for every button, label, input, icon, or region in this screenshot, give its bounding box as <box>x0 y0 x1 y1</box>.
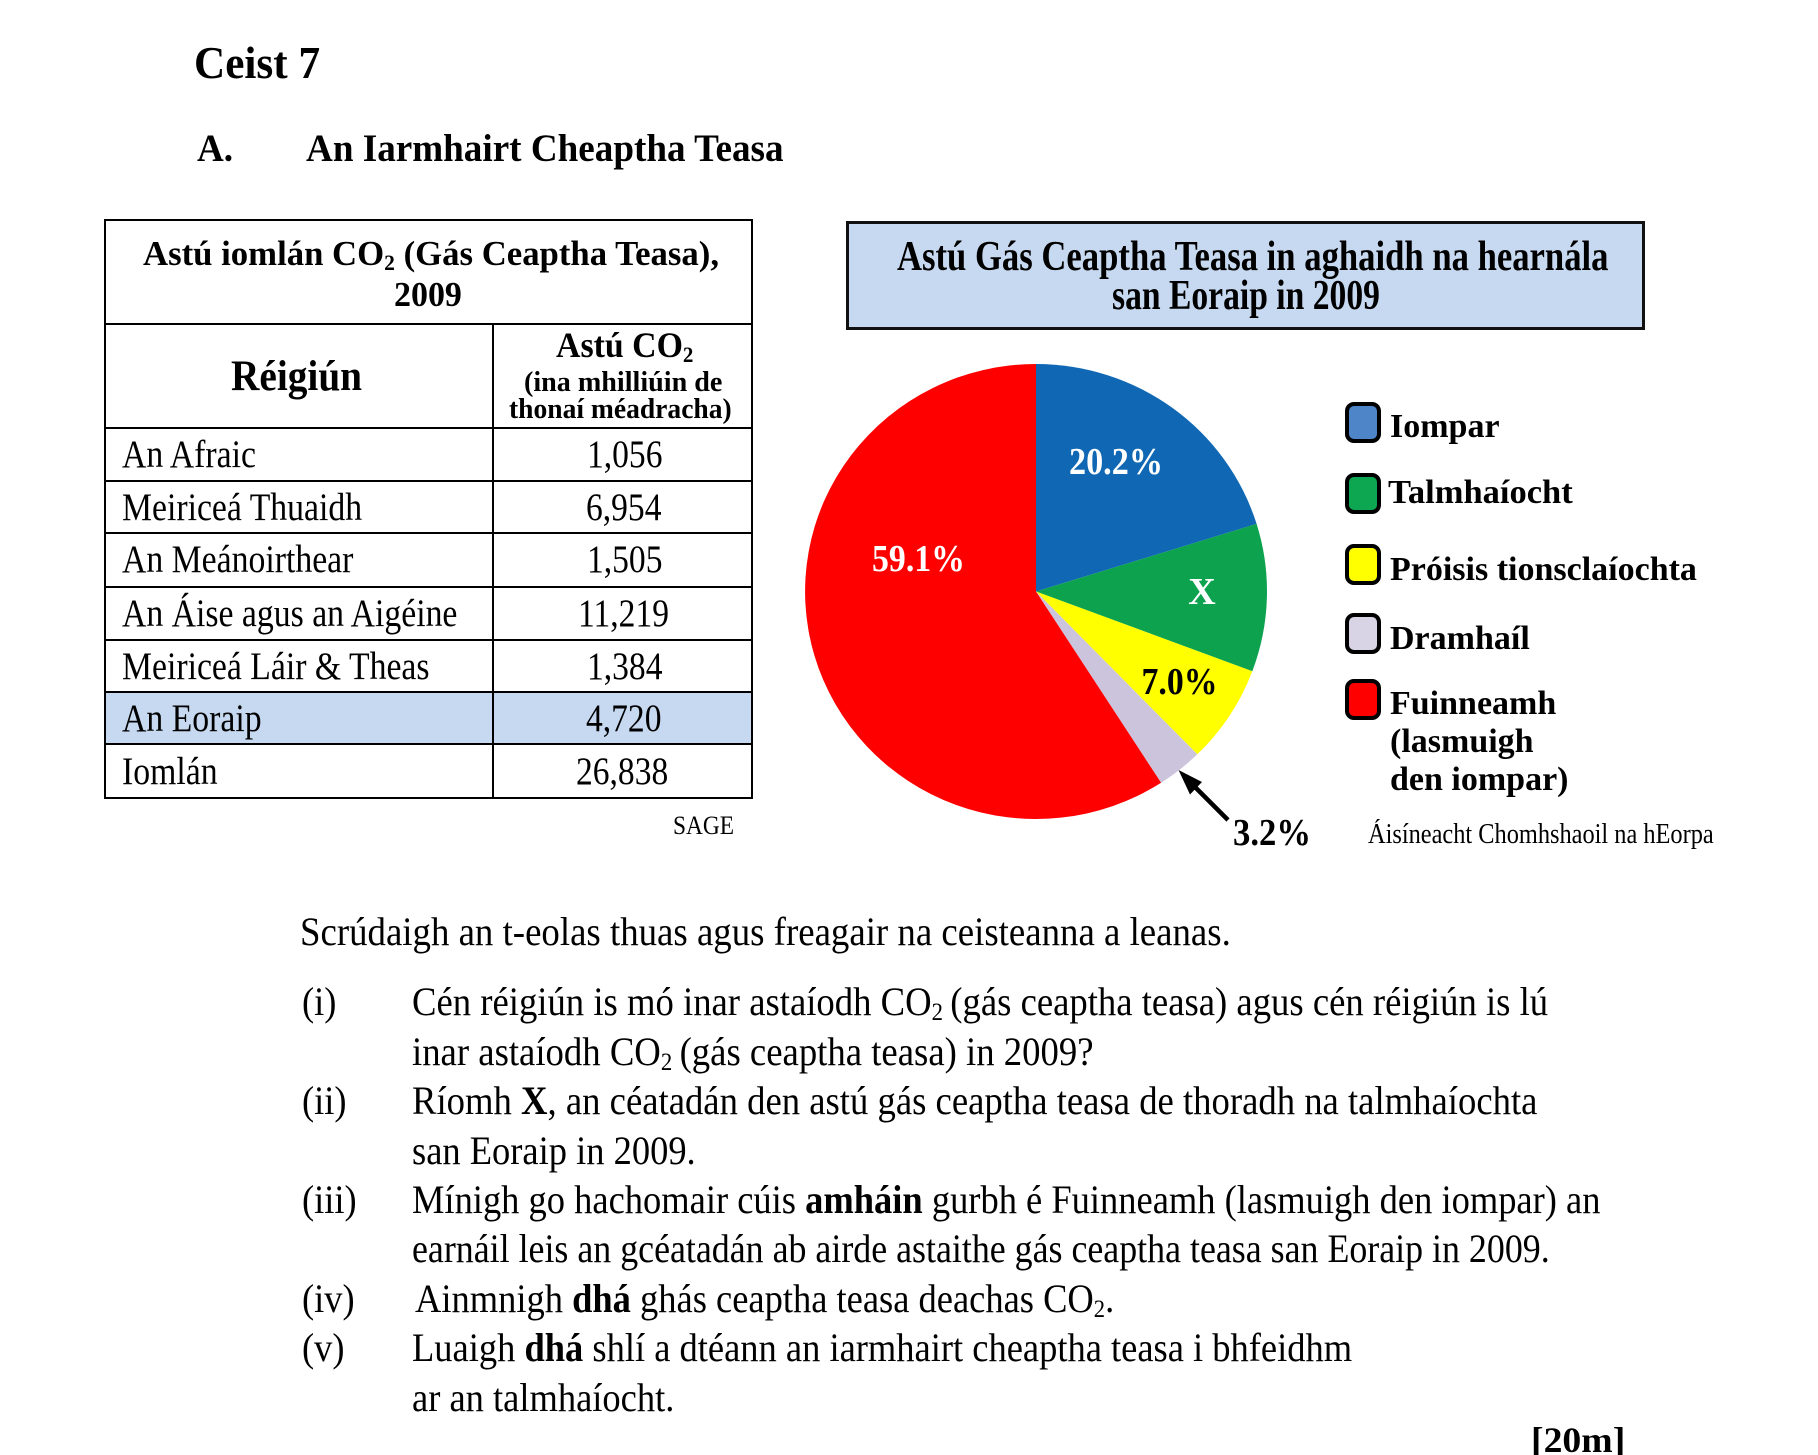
svg-text:20.2%: 20.2% <box>1069 441 1163 483</box>
svg-text:X: X <box>1188 571 1215 613</box>
svg-text:3.2%: 3.2% <box>1233 812 1311 854</box>
svg-text:59.1%: 59.1% <box>872 538 965 580</box>
svg-text:7.0%: 7.0% <box>1142 661 1218 703</box>
